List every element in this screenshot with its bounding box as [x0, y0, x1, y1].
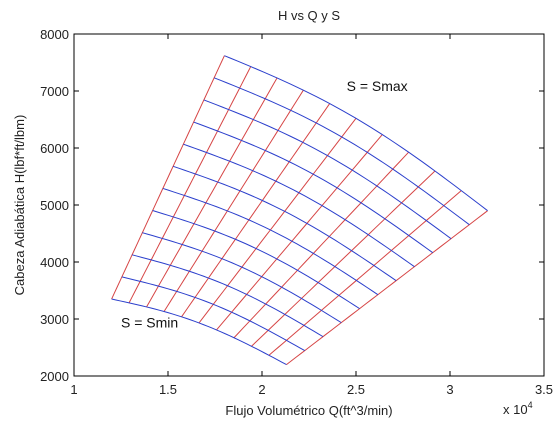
flow-line-10 [286, 210, 488, 365]
flow-line-2 [146, 77, 278, 308]
axis-ticks: 1 1.5 2 2.5 3 3.5 2000 3000 4000 5000 6000 7000 8000 [40, 27, 553, 397]
plot-area: 1 1.5 2 2.5 3 3.5 2000 3000 4000 5000 6000 7000 8000 [40, 27, 553, 397]
speed-line-2 [131, 254, 324, 338]
flow-line-6 [216, 134, 383, 331]
speed-line-11 [224, 55, 488, 212]
y-tick-label: 5000 [40, 198, 69, 213]
speed-line-6 [172, 165, 397, 282]
speed-line-8 [193, 121, 434, 254]
flow-line-1 [128, 66, 252, 304]
speed-line-4 [152, 210, 360, 310]
speed-line-7 [183, 143, 415, 268]
y-tick-label: 2000 [40, 369, 69, 384]
speed-line-10 [213, 77, 470, 226]
axes-box [73, 33, 545, 377]
annotation-smax: S = Smax [347, 78, 408, 94]
speed-line-0 [111, 298, 287, 366]
y-tick-label: 7000 [40, 84, 69, 99]
speed-line-3 [142, 232, 342, 324]
y-tick-label: 6000 [40, 141, 69, 156]
chart-title: H vs Q y S [278, 8, 340, 23]
speed-line-9 [203, 99, 452, 240]
flow-line-9 [268, 190, 462, 356]
speed-line-5 [162, 187, 379, 296]
y-tick-label: 4000 [40, 255, 69, 270]
curve-grid [111, 55, 488, 366]
flow-line-4 [181, 103, 331, 318]
x-multiplier-label: x 104 [503, 400, 533, 417]
annotation-smin: S = Smin [121, 315, 178, 331]
y-tick-label: 8000 [40, 27, 69, 42]
x-tick-label: 1 [70, 382, 77, 397]
flow-line-5 [198, 118, 357, 324]
flow-line-7 [233, 151, 410, 339]
x-multiplier-base: x 10 [503, 402, 528, 417]
flow-line-3 [163, 89, 304, 312]
y-tick-label: 3000 [40, 312, 69, 327]
flow-line-8 [251, 170, 436, 347]
x-tick-label: 1.5 [159, 382, 177, 397]
flow-line-0 [111, 55, 225, 300]
speed-line-1 [121, 276, 305, 352]
x-tick-label: 3 [446, 382, 453, 397]
x-axis-label: Flujo Volumétrico Q(ft^3/min) [225, 403, 392, 418]
x-tick-label: 3.5 [535, 382, 553, 397]
x-multiplier-exponent: 4 [528, 400, 533, 410]
y-axis-label: Cabeza Adiabática H(lbf*ft/lbm) [12, 115, 27, 296]
x-tick-label: 2.5 [347, 382, 365, 397]
x-tick-label: 2 [258, 382, 265, 397]
